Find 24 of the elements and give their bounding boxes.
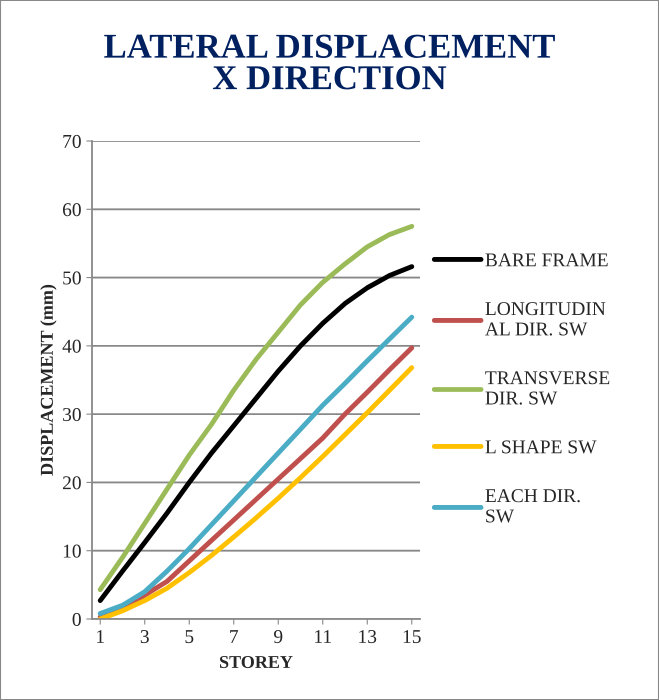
y-tick-label: 10 bbox=[64, 544, 81, 558]
chart-title: LATERAL DISPLACEMENT X DIRECTION bbox=[104, 34, 555, 90]
y-tick-label: 20 bbox=[62, 476, 81, 490]
x-axis-title: STOREY bbox=[220, 656, 293, 668]
y-tick-label: 50 bbox=[63, 271, 81, 285]
legend-label: L SHAPE SW bbox=[485, 440, 596, 454]
x-tick-label: 11 bbox=[315, 630, 331, 643]
y-axis-title: DISPLACEMENT (mm) bbox=[40, 284, 57, 476]
legend-label: EACH DIR. SW bbox=[485, 489, 580, 523]
x-tick-label: 3 bbox=[140, 630, 149, 644]
x-tick-label: 9 bbox=[274, 630, 282, 644]
y-tick-label: 30 bbox=[63, 408, 81, 422]
legend-label: TRANSVERSE DIR. SW bbox=[485, 371, 610, 405]
legend-label: LONGITUDINAL DIR. SW bbox=[485, 302, 606, 336]
x-tick-label: 7 bbox=[230, 630, 238, 643]
x-tick-label: 1 bbox=[97, 630, 104, 643]
x-tick-label: 5 bbox=[186, 630, 194, 644]
x-tick-label: 13 bbox=[359, 630, 376, 644]
y-tick-label: 40 bbox=[62, 340, 81, 353]
y-tick-label: 70 bbox=[63, 134, 81, 148]
y-tick-label: 0 bbox=[72, 612, 81, 626]
x-tick-label: 15 bbox=[404, 630, 421, 644]
y-tick-label: 60 bbox=[62, 203, 81, 216]
legend-label: BARE FRAME bbox=[485, 253, 608, 266]
